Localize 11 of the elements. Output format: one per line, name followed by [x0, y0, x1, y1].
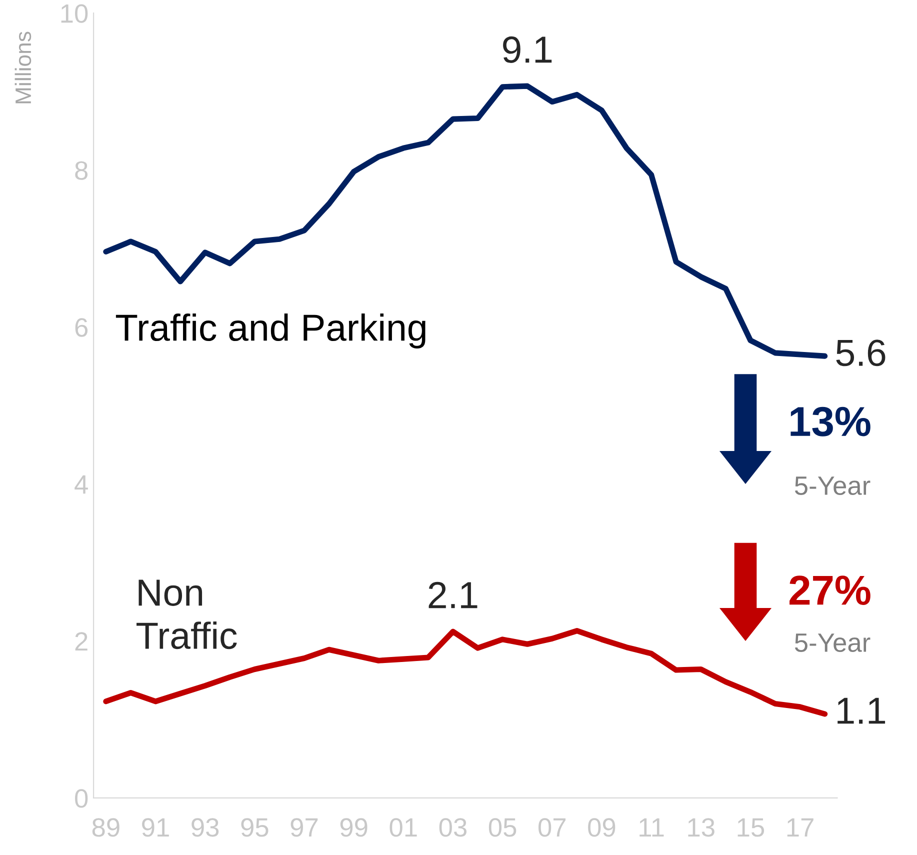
annotation: 2.1 — [428, 582, 478, 608]
y-axis-title: Millions — [14, 32, 32, 104]
series-label: Non Traffic — [136, 580, 237, 650]
annotation: 5-Year — [794, 634, 870, 652]
series-label: Traffic and Parking — [116, 313, 426, 348]
text: 1.1 — [838, 698, 886, 724]
annotation: 27% — [790, 576, 870, 605]
annotation: 5-Year — [794, 476, 870, 496]
annotation: 5.6 — [836, 340, 886, 366]
annotation: 9.1 — [503, 36, 552, 63]
annotation: 13% — [790, 406, 870, 436]
